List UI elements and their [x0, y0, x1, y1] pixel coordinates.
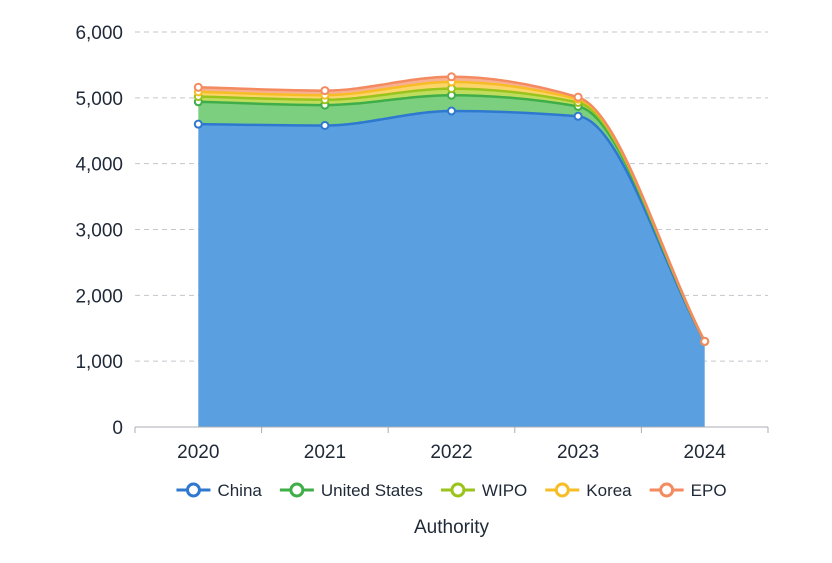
legend-label: China — [217, 481, 262, 500]
y-axis-ticks: 0 1,000 2,000 3,000 4,000 5,000 6,000 — [75, 23, 123, 439]
legend: China United States WIPO Korea EPO — [176, 481, 726, 500]
legend-item[interactable]: United States — [280, 481, 423, 500]
legend-item[interactable]: WIPO — [441, 481, 527, 500]
data-point — [195, 84, 202, 91]
x-tick-label: 2023 — [557, 442, 599, 463]
y-tick-label: 5,000 — [75, 89, 123, 110]
legend-label: Korea — [586, 481, 632, 500]
y-tick-label: 6,000 — [75, 23, 123, 44]
x-tick-label: 2024 — [684, 442, 727, 463]
data-point — [575, 113, 582, 120]
legend-label: WIPO — [482, 481, 527, 500]
data-point — [701, 338, 708, 345]
data-point — [448, 108, 455, 115]
data-point — [575, 94, 582, 101]
legend-label: United States — [321, 481, 423, 500]
legend-circle-marker — [452, 484, 464, 496]
area-china — [198, 111, 704, 427]
legend-item[interactable]: China — [176, 481, 262, 500]
y-tick-label: 2,000 — [75, 286, 123, 307]
y-tick-label: 3,000 — [75, 221, 123, 242]
data-point — [195, 121, 202, 128]
data-point — [321, 122, 328, 129]
area-series — [198, 77, 704, 427]
y-tick-label: 4,000 — [75, 155, 123, 176]
x-axis-ticks: 2020 2021 2022 2023 2024 — [135, 427, 768, 463]
y-tick-label: 1,000 — [75, 352, 123, 373]
x-tick-label: 2022 — [430, 442, 472, 463]
legend-label: EPO — [691, 481, 727, 500]
legend-item[interactable]: Korea — [545, 481, 632, 500]
y-tick-label: 0 — [112, 418, 123, 439]
data-point — [448, 73, 455, 80]
x-tick-label: 2020 — [177, 442, 219, 463]
legend-circle-marker — [661, 484, 673, 496]
data-point — [321, 87, 328, 94]
x-tick-label: 2021 — [304, 442, 346, 463]
legend-item[interactable]: EPO — [650, 481, 727, 500]
x-axis-title: Authority — [414, 517, 489, 538]
legend-circle-marker — [187, 484, 199, 496]
legend-circle-marker — [556, 484, 568, 496]
legend-circle-marker — [291, 484, 303, 496]
